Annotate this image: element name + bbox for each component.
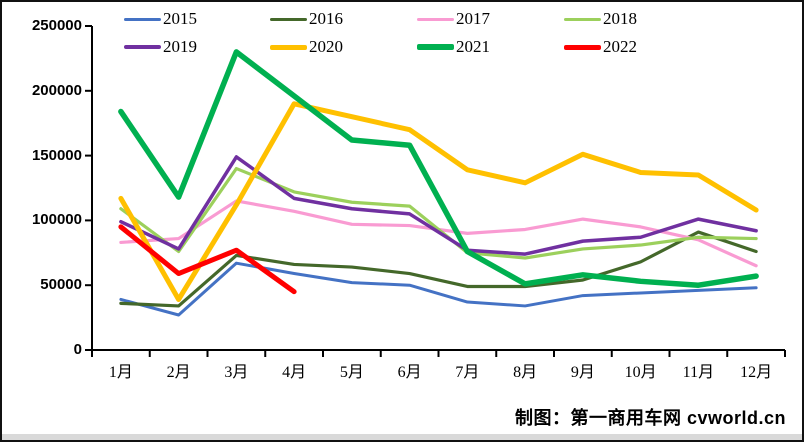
y-axis-label: 0: [73, 341, 82, 358]
legend-swatch-2018: [564, 17, 601, 21]
x-axis-label: 1月: [108, 364, 133, 381]
x-axis-label: 7月: [455, 364, 480, 381]
chart-credit: 制图：第一商用车网 cvworld.cn: [514, 408, 786, 428]
x-axis-label: 2月: [166, 364, 191, 381]
x-axis-label: 6月: [397, 364, 422, 381]
legend-item-2021: 2021: [417, 37, 490, 56]
legend-item-2020: 2020: [270, 37, 343, 56]
legend-swatch-2020: [270, 44, 307, 50]
x-axis-label: 11月: [682, 364, 715, 381]
legend-label-2016: 2016: [309, 9, 343, 28]
legend-item-2015: 2015: [124, 9, 197, 28]
legend-swatch-2017: [417, 17, 454, 21]
legend-swatch-2021: [417, 44, 454, 50]
legend-label-2022: 2022: [603, 37, 637, 56]
x-axis-label: 9月: [570, 364, 595, 381]
legend-label-2017: 2017: [456, 9, 490, 28]
legend-label-2018: 2018: [603, 9, 637, 28]
x-axis-label: 12月: [740, 364, 773, 381]
legend-item-2016: 2016: [270, 9, 343, 28]
legend-item-2018: 2018: [564, 9, 637, 28]
legend-swatch-2015: [124, 17, 161, 21]
x-axis-label: 5月: [339, 364, 364, 381]
legend-label-2020: 2020: [309, 37, 343, 56]
legend-item-2017: 2017: [417, 9, 490, 28]
series-line-2015: [119, 261, 758, 317]
bottom-border-strip: [2, 434, 802, 440]
series-line-2020: [118, 101, 759, 302]
x-axis-label: 10月: [624, 364, 657, 381]
x-axis-label: 3月: [224, 364, 249, 381]
legend-item-2022: 2022: [564, 37, 637, 56]
y-axis-label: 250000: [31, 17, 82, 34]
legend-item-2019: 2019: [124, 37, 197, 56]
legend-swatch-2019: [124, 45, 161, 49]
series-line-2019: [119, 155, 758, 256]
x-axis-label: 8月: [513, 364, 538, 381]
y-axis-label: 150000: [31, 146, 82, 164]
series-line-2018: [119, 166, 758, 260]
y-axis-label: 100000: [31, 211, 82, 229]
series-line-2022: [118, 224, 297, 295]
legend-label-2019: 2019: [163, 37, 197, 56]
series-line-2016: [119, 230, 758, 308]
legend-label-2021: 2021: [456, 37, 490, 56]
x-axis-label: 4月: [282, 364, 307, 381]
legend-swatch-2022: [564, 44, 601, 50]
legend-label-2015: 2015: [163, 9, 197, 28]
series-line-2021: [118, 49, 759, 288]
y-axis-label: 200000: [31, 81, 82, 99]
y-axis-label: 50000: [40, 276, 82, 294]
legend-swatch-2016: [270, 17, 307, 21]
